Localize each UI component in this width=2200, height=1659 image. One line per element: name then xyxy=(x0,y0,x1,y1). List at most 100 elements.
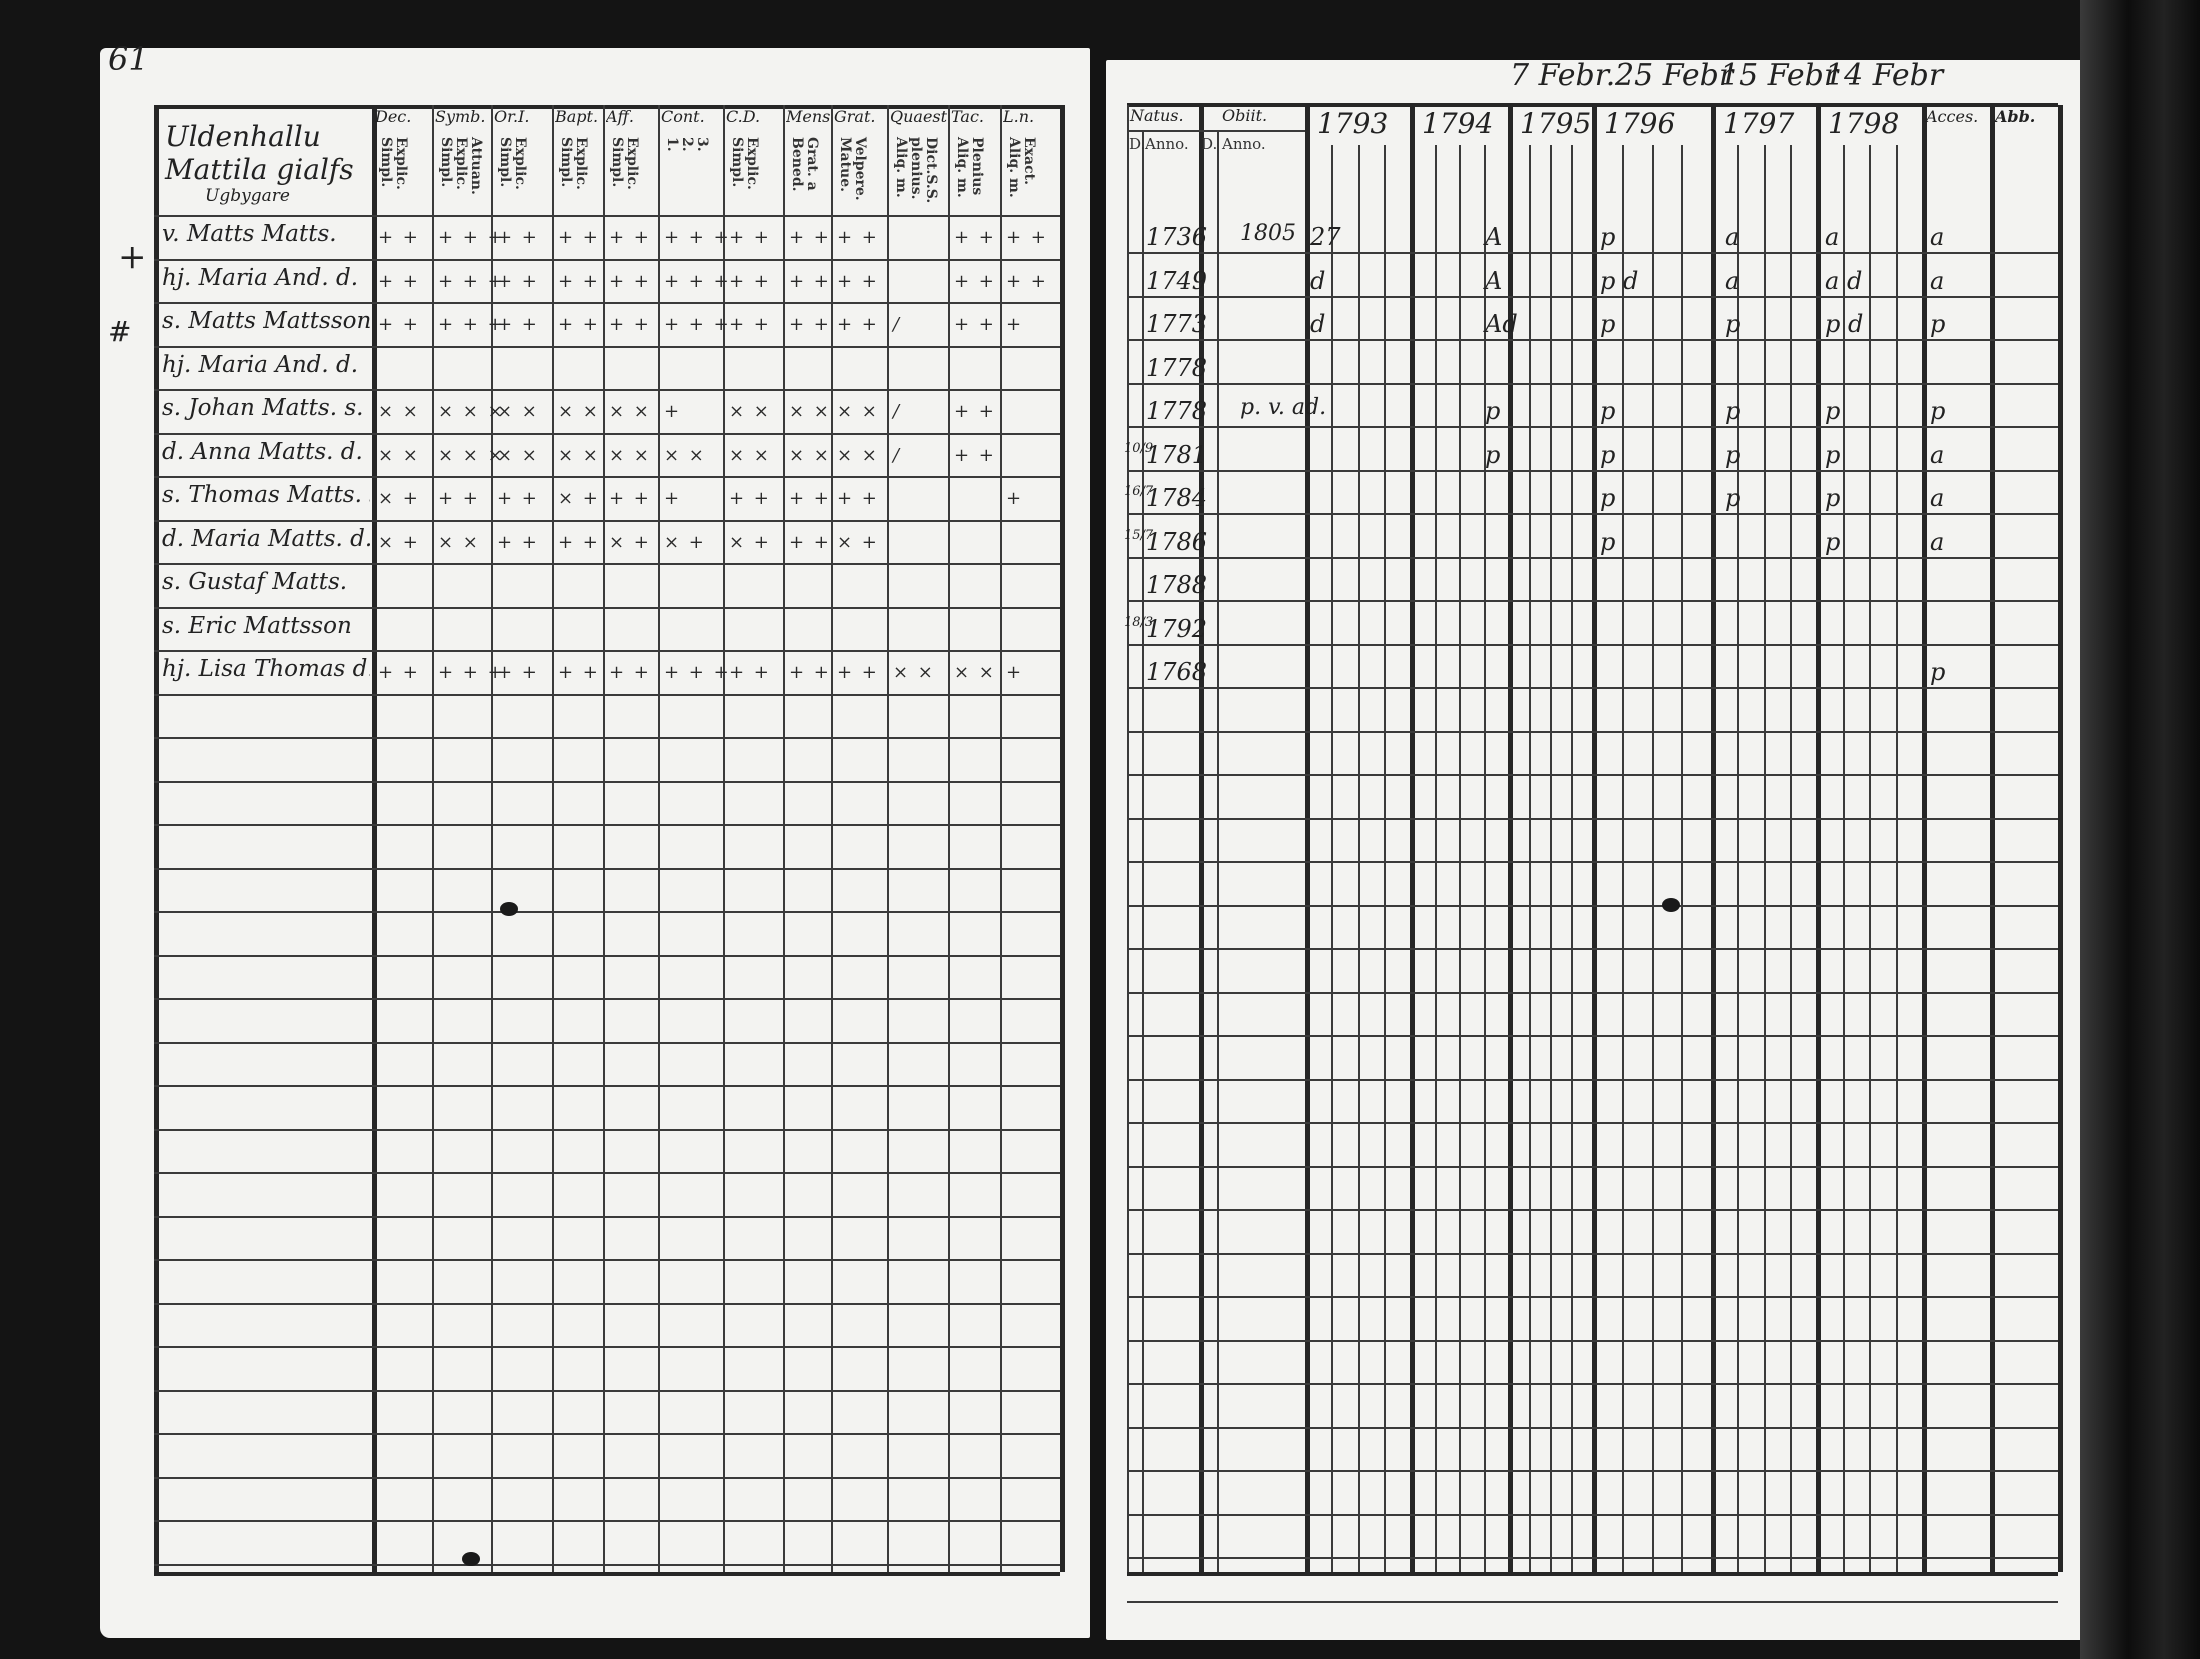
name-column-border xyxy=(372,105,377,1572)
exam-mark: + + + xyxy=(438,314,505,335)
obiit-day-header: D. xyxy=(1201,135,1218,153)
year-subcolumn-line xyxy=(1435,145,1437,1572)
row-line xyxy=(1127,1514,2058,1516)
row-line xyxy=(154,1085,1060,1087)
exam-mark: × × xyxy=(609,401,651,422)
column-line xyxy=(783,105,785,1572)
exam-mark: × × xyxy=(729,444,771,466)
exam-mark: + + xyxy=(497,531,539,553)
column-subheader-8: Velpere. Matue. xyxy=(837,137,868,201)
row-line xyxy=(154,1346,1060,1348)
birth-year: 1786 xyxy=(1146,527,1208,556)
exam-mark: × × xyxy=(497,444,539,466)
birth-year: 1773 xyxy=(1146,310,1208,338)
row-line xyxy=(154,302,1060,304)
exam-mark: + + xyxy=(609,662,651,683)
exam-entry-y1795: Ad xyxy=(1485,310,1518,338)
exam-mark: + + xyxy=(609,270,651,292)
row-line xyxy=(1127,513,2058,515)
exam-entry-y1797: a xyxy=(1725,266,1740,295)
exam-entry-y1797: p xyxy=(1725,310,1741,338)
row-line xyxy=(1127,1427,2058,1429)
date-annotation: 7 Febr. xyxy=(1510,58,1616,93)
row-line xyxy=(154,346,1060,348)
row-line xyxy=(1127,426,2058,428)
column-header-1: Symb. xyxy=(435,107,486,126)
exam-entry-y1798: p xyxy=(1825,527,1841,556)
exam-mark: + + xyxy=(837,314,879,335)
column-header-9: Quaest. xyxy=(890,107,947,126)
exam-mark: + + xyxy=(609,227,651,248)
exam-entry-y1796: p d xyxy=(1600,266,1639,295)
exam-mark: + + xyxy=(729,270,771,292)
resident-name: d. Anna Matts. d. xyxy=(162,438,363,465)
exam-mark: + + xyxy=(729,314,771,335)
column-subheader-7: Grat. a Bened. xyxy=(789,137,820,192)
row-line xyxy=(154,1433,1060,1435)
year-subcolumn-line xyxy=(1652,145,1654,1572)
table-right-border xyxy=(1060,105,1065,1572)
exam-mark: + + xyxy=(954,227,996,248)
row-line xyxy=(154,433,1060,435)
exam-entry-y1798: p xyxy=(1825,440,1841,469)
exam-mark: × × xyxy=(378,401,420,422)
row-line xyxy=(154,1042,1060,1044)
row-line xyxy=(154,215,1060,217)
exam-mark: + + xyxy=(558,227,600,248)
birth-day: 15/7 xyxy=(1124,527,1154,543)
exam-mark: + + + xyxy=(664,662,731,683)
year-border xyxy=(1410,105,1415,1572)
exam-mark: × × xyxy=(438,531,480,553)
exam-mark: × × xyxy=(609,444,651,466)
exam-mark: + + + xyxy=(438,270,505,292)
natus-header: Natus. xyxy=(1130,106,1184,125)
column-header-5: Cont. xyxy=(661,107,705,126)
exam-mark: + + xyxy=(954,444,996,466)
ink-blot xyxy=(462,1552,480,1566)
row-line xyxy=(154,824,1060,826)
year-subcolumn-line xyxy=(1681,145,1683,1572)
row-line xyxy=(1127,818,2058,820)
row-line xyxy=(1127,948,2058,950)
table-bottom-border xyxy=(1127,1572,2058,1576)
exam-mark: + + + xyxy=(664,270,731,292)
column-subheader-3: Explic. Simpl. xyxy=(558,137,589,190)
row-line xyxy=(1127,1166,2058,1168)
exam-mark: × × × xyxy=(438,401,505,422)
resident-name: s. Matts Mattsson xyxy=(162,308,370,334)
row-line xyxy=(154,1520,1060,1522)
birth-day: 10/9 xyxy=(1124,440,1154,456)
column-line xyxy=(948,105,950,1572)
column-header-0: Dec. xyxy=(375,107,412,126)
birth-year: 1778 xyxy=(1146,397,1208,425)
date-annotation: 25 Febr xyxy=(1615,58,1734,93)
exam-entry-y1796: p xyxy=(1600,484,1616,512)
death-entry: p. v. ad. xyxy=(1240,395,1327,420)
exam-mark: + + xyxy=(837,227,879,248)
row-line xyxy=(1127,861,2058,863)
row-line xyxy=(1127,1557,2058,1559)
exam-mark: + xyxy=(1006,488,1024,509)
exam-mark: × + xyxy=(378,488,420,509)
exam-entry-y1796: p xyxy=(1600,527,1616,556)
row-line xyxy=(154,476,1060,478)
exam-mark: + + xyxy=(789,662,831,683)
exam-mark: + + xyxy=(954,314,996,335)
right-page xyxy=(1106,60,2096,1640)
year-header: 1798 xyxy=(1828,107,1900,140)
exam-entry-accessit: a xyxy=(1930,484,1945,512)
column-line xyxy=(658,105,660,1572)
year-subcolumn-line xyxy=(1529,145,1531,1572)
column-subheader-4: Explic. Simpl. xyxy=(609,137,640,190)
exam-mark: + + xyxy=(497,227,539,248)
column-line xyxy=(552,105,554,1572)
row-line xyxy=(154,1303,1060,1305)
exam-mark: + + xyxy=(558,531,600,553)
year-subcolumn-line xyxy=(1484,145,1486,1572)
exam-mark: + + xyxy=(497,314,539,335)
date-annotation: 15 Febr xyxy=(1720,58,1839,93)
exam-mark: + + xyxy=(789,488,831,509)
resident-name: s. Eric Mattsson xyxy=(162,612,352,639)
row-line xyxy=(1127,731,2058,733)
